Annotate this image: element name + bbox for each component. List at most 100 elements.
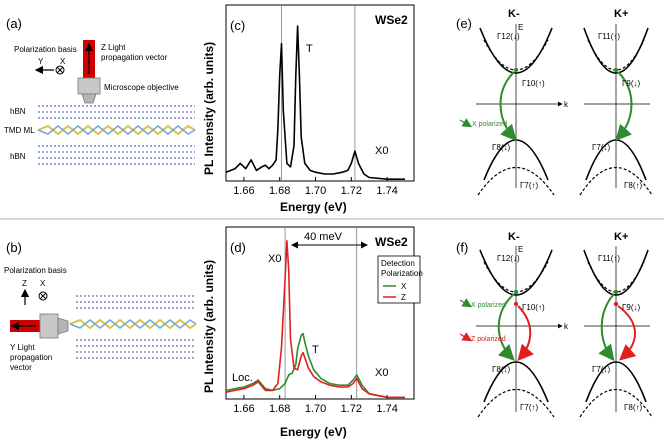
microscope-objective-icon — [77, 77, 101, 95]
chart-c: (c) WSe2 PL Intensity (arb. units) Energ… — [202, 4, 415, 214]
c-xtick-label: 1.70 — [305, 185, 326, 197]
panel-b-label: (b) — [6, 240, 22, 255]
svg-text:k: k — [564, 322, 569, 331]
x-axis-into-page-icon — [38, 291, 48, 301]
valence-band-dashed-left — [477, 167, 555, 196]
panel-f-label: (f) — [456, 240, 468, 255]
svg-text:Γ7(↑): Γ7(↑) — [520, 181, 539, 190]
z-light-label-1: Z Light — [101, 43, 126, 52]
svg-text:Γ8(↓): Γ8(↓) — [492, 365, 511, 374]
chart-c-title: WSe2 — [375, 13, 408, 27]
z-transition-arrow-f-left — [517, 305, 534, 362]
x-axis-into-page-icon — [55, 65, 65, 75]
hbn-layers — [76, 295, 196, 359]
svg-text:Γ8(↓): Γ8(↓) — [492, 143, 511, 152]
d-xtick-label: 1.68 — [269, 403, 290, 415]
panel-b: (b) Polarization basis Z X Y Light propa… — [4, 240, 197, 372]
conduction-band-solid-left — [479, 27, 553, 74]
annotation-X0-d-left: X0 — [268, 253, 281, 265]
svg-text:Γ9(↓): Γ9(↓) — [622, 79, 641, 88]
objective-label: Microscope objective — [104, 83, 179, 92]
svg-text:Γ8(↑): Γ8(↑) — [624, 181, 643, 190]
legend-d: Detection Polarization X Z — [377, 255, 423, 304]
valley-k-minus: K- — [508, 231, 520, 243]
x-polarized-label-f: X polarized — [471, 302, 506, 309]
svg-text:E: E — [518, 245, 523, 254]
z-light-label-2: propagation vector — [101, 53, 168, 62]
svg-text:E: E — [518, 23, 523, 32]
annotation-X0-d-right: X0 — [375, 367, 388, 379]
d-xtick-label: 1.72 — [341, 403, 362, 415]
svg-text:Γ7(↓): Γ7(↓) — [592, 365, 611, 374]
tmd-layer — [37, 124, 196, 136]
y-light-label-3: vector — [10, 363, 32, 372]
svg-text:Γ11(↑): Γ11(↑) — [598, 32, 620, 41]
chart-c-ylabel: PL Intensity (arb. units) — [202, 42, 216, 175]
valley-k-plus: K+ — [614, 8, 628, 20]
valence-band-dashed-right — [579, 167, 653, 196]
y-light-label-1: Y Light — [10, 343, 36, 352]
svg-text:Γ7(↑): Γ7(↑) — [520, 403, 539, 412]
z-transition-arrow-f-right — [617, 305, 637, 361]
annotation-T-d: T — [312, 344, 319, 356]
tmd-layer — [69, 318, 197, 330]
plot-frame-d — [225, 226, 415, 400]
panel-c-label: (c) — [230, 18, 245, 33]
svg-text:Γ11(↑): Γ11(↑) — [598, 254, 620, 263]
c-xtick-label: 1.72 — [341, 185, 362, 197]
c-series-line-0 — [225, 25, 405, 180]
svg-text:Γ9(↓): Γ9(↓) — [622, 303, 641, 312]
panel-e-label: (e) — [456, 16, 472, 31]
panel-f: (f) K- K+ k E X polarized Z polarized Γ1… — [456, 231, 653, 418]
d-series-line-1 — [225, 240, 405, 399]
chart-d-ylabel: PL Intensity (arb. units) — [202, 260, 216, 393]
legend-label-z: Z — [401, 293, 406, 302]
y-light-label-2: propagation — [10, 353, 52, 362]
hbn-top-layers — [38, 105, 195, 119]
axis-y-label: Y — [38, 57, 44, 66]
hbn-bottom-layers — [38, 145, 195, 165]
valley-k-plus: K+ — [614, 231, 628, 243]
chart-c-xlabel: Energy (eV) — [280, 200, 347, 214]
axis-x-label: X — [40, 279, 46, 288]
svg-text:k: k — [564, 100, 569, 109]
x-polarized-arrow-e — [459, 118, 473, 128]
panel-e: (e) K- K+ k E X polarized Γ12(↓) Γ10(↑) … — [456, 8, 653, 196]
x-transition-arrow-f-right — [598, 293, 615, 362]
x-transition-arrow-f-left — [497, 293, 515, 361]
annotation-X0-c: X0 — [375, 145, 388, 157]
polarization-basis-label: Polarization basis — [14, 45, 77, 54]
microscope-objective-icon — [39, 313, 59, 339]
annotation-loc: Loc. — [232, 372, 253, 384]
c-xtick-label: 1.66 — [233, 185, 254, 197]
svg-text:Γ10(↑): Γ10(↑) — [522, 303, 545, 312]
c-xtick-label: 1.68 — [269, 185, 290, 197]
chart-d-xlabel: Energy (eV) — [280, 425, 347, 439]
hbn-top-label: hBN — [10, 107, 26, 116]
svg-text:Γ12(↓): Γ12(↓) — [497, 32, 520, 41]
panel-a-label: (a) — [6, 16, 22, 31]
plot-frame-c — [225, 4, 415, 182]
d-xtick-label: 1.74 — [376, 403, 397, 415]
svg-text:Γ7(↓): Γ7(↓) — [592, 143, 611, 152]
x-polarized-arrow-f — [459, 298, 473, 308]
x-transition-arrow-right — [615, 71, 633, 141]
z-polarized-label-f: Z polarized — [471, 336, 506, 343]
hbn-bottom-label: hBN — [10, 152, 26, 161]
tmd-label: TMD ML — [4, 126, 35, 135]
legend-title-1: Detection — [381, 259, 415, 268]
chart-d: (d) WSe2 PL Intensity (arb. units) Energ… — [202, 226, 423, 439]
axis-x-label: X — [60, 57, 66, 66]
valley-k-minus: K- — [508, 8, 520, 20]
polarization-basis-label: Polarization basis — [4, 266, 67, 275]
x-transition-arrow-left — [499, 71, 517, 141]
z-polarized-arrow-f — [459, 332, 473, 342]
c-xtick-label: 1.74 — [376, 185, 397, 197]
annotation-T-c: T — [306, 43, 313, 55]
panel-d-label: (d) — [230, 240, 246, 255]
chart-d-title: WSe2 — [375, 235, 408, 249]
d-xtick-label: 1.66 — [233, 403, 254, 415]
svg-text:Γ8(↑): Γ8(↑) — [624, 403, 643, 412]
d-xtick-label: 1.70 — [305, 403, 326, 415]
